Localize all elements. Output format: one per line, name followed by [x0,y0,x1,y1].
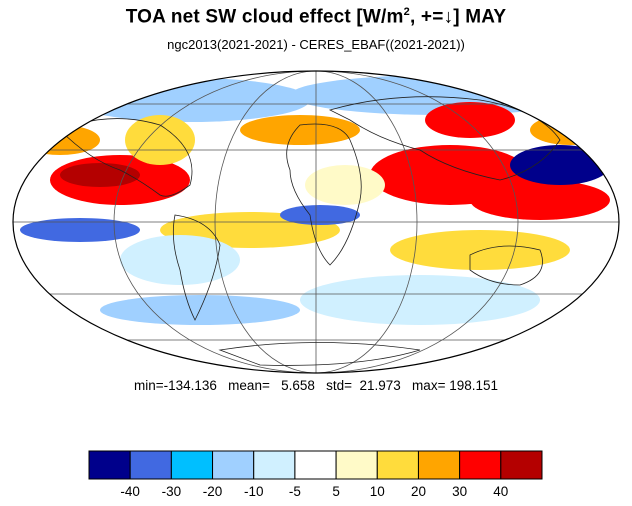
colorbar-swatch [212,450,255,480]
colorbar-tick-label: -40 [120,484,140,499]
colorbar-tick-label: -30 [161,484,182,499]
colorbar-tick-label: 20 [410,484,426,499]
map-title: TOA net SW cloud effect [W/m2, +=↓] MAY [125,6,507,28]
stats-line: min=-134.136 mean= 5.658 std= 21.973 max… [134,378,498,393]
colorbar-swatch [376,450,419,480]
colorbar-tick-label: 5 [332,484,340,499]
colorbar-tick-label: -20 [202,484,223,499]
colorbar-swatch [335,450,378,480]
colorbar-tick-label: 30 [452,484,468,499]
colorbar-swatch [88,450,131,480]
coastlines [59,96,561,366]
colorbar-swatch [417,450,461,480]
colorbar-tick-label: -5 [288,484,301,499]
colorbar-swatch [500,450,543,480]
colorbar-swatch [294,450,337,480]
colorbar-tick-label: 40 [493,484,509,499]
colorbar-swatch [459,450,502,480]
colorbar-tick-label: -10 [243,484,264,499]
colorbar-swatch [129,450,172,480]
map-subtitle: ngc2013(2021-2021) - CERES_EBAF((2021-20… [167,37,465,52]
colorbar-swatch [253,450,296,480]
colorbar-tick-label: 10 [369,484,385,499]
colorbar-swatch [170,450,214,480]
